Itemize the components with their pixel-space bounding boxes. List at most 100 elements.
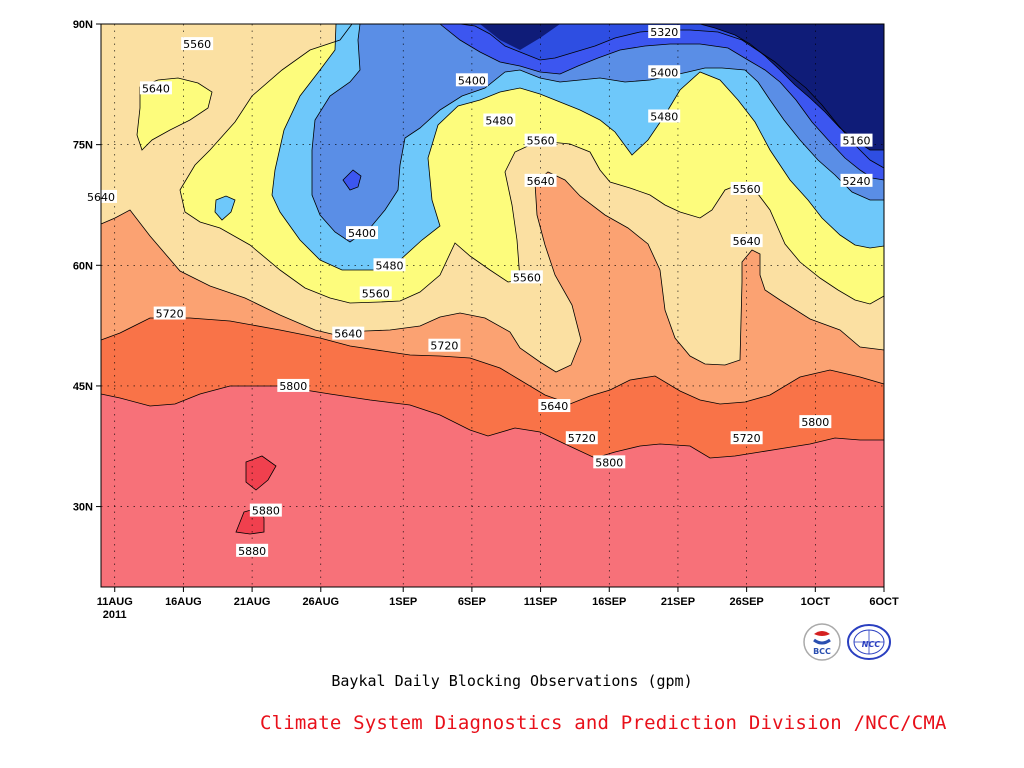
contour-label: 5400	[346, 226, 378, 240]
contour-label: 5640	[524, 173, 557, 188]
contour-label: 5160	[840, 133, 873, 148]
contour-label-box	[359, 286, 392, 300]
contour-label-box	[524, 133, 557, 147]
band-above-5880-upper	[246, 456, 276, 490]
contour-label: 5880	[249, 503, 282, 518]
contour-label-text: 5720	[156, 308, 184, 321]
contour-line-5720	[100, 317, 885, 405]
contour-label-text: 5320	[650, 26, 678, 39]
contour-label: 5800	[277, 378, 310, 393]
contour-line-5480	[271, 23, 885, 271]
contour-label-text: 5800	[801, 416, 829, 429]
contour-label-text: 5720	[430, 340, 458, 353]
x-tick-label: 1OCT	[801, 596, 831, 608]
contour-label-text: 5560	[513, 271, 541, 284]
contour-line-5400	[311, 23, 884, 243]
contour-label-box	[455, 73, 488, 87]
contour-label: 5640	[730, 234, 763, 248]
contour-label-box	[524, 173, 557, 187]
contour-label-box	[483, 113, 516, 127]
x-tick-label: 26SEP	[730, 596, 764, 608]
contour-label-text: 5560	[183, 38, 211, 51]
contour-label-box	[139, 81, 172, 95]
bcc-logo-icon: BCC	[803, 623, 841, 661]
contour-label-text: 5880	[252, 505, 280, 518]
y-tick-label: 90N	[73, 19, 93, 31]
contour-label-text: 5560	[733, 183, 761, 196]
contour-line-5800	[100, 385, 884, 459]
contour-label-text: 5640	[334, 328, 362, 341]
x-year-label: 2011	[103, 609, 127, 621]
contour-label-box	[153, 306, 186, 320]
contour-label: 5640	[538, 399, 571, 413]
contour-label-box	[648, 109, 681, 123]
contour-label-box	[346, 226, 378, 240]
contour-label-box	[277, 378, 310, 392]
contour-line-5640	[100, 171, 885, 373]
band-5320-5400	[312, 24, 884, 242]
contour-label: 5480	[648, 109, 681, 123]
x-tick-label: 16AUG	[165, 596, 202, 608]
contour-label-text: 5480	[375, 259, 403, 272]
contour-label-box	[428, 338, 461, 352]
contour-label-box	[236, 543, 269, 557]
contour-line-5640-loop	[136, 77, 213, 151]
x-tick-label: 6SEP	[458, 596, 486, 608]
y-tick-label: 75N	[73, 140, 93, 152]
contour-label-box	[510, 270, 543, 284]
contour-label-box	[332, 326, 365, 340]
y-tick-label: 30N	[73, 502, 93, 514]
contour-label-box	[538, 399, 571, 413]
contour-label-box	[799, 415, 832, 429]
contour-label: 5480	[373, 258, 406, 272]
contour-label: 5720	[565, 431, 598, 445]
contour-label-text: 5560	[362, 287, 390, 300]
contour-label: 5240	[840, 173, 873, 188]
contour-line-5480-loop	[214, 195, 236, 221]
contour-label-box	[648, 25, 681, 39]
contour-label-box	[373, 258, 406, 272]
contour-label-text: 5400	[458, 74, 486, 87]
y-tick-label: 45N	[73, 381, 93, 393]
contour-label-text: 5640	[733, 235, 761, 248]
contour-label-text: 5560	[527, 135, 555, 148]
x-tick-label: 6OCT	[869, 596, 899, 608]
contour-label-box	[181, 37, 214, 51]
contour-label: 5560	[524, 133, 557, 148]
contour-label-text: 5640	[142, 82, 170, 95]
contour-label: 5560	[730, 181, 763, 196]
contour-label: 5800	[799, 415, 832, 429]
contour-label-text: 5640	[527, 175, 555, 188]
x-tick-label: 21SEP	[661, 596, 695, 608]
contour-label-text: 5880	[238, 545, 266, 558]
plot-frame	[100, 23, 885, 588]
contour-label: 5560	[359, 286, 392, 300]
chart-caption: Baykal Daily Blocking Observations (gpm)	[331, 672, 693, 690]
band-below-5160	[475, 24, 884, 150]
x-tick-label: 16SEP	[592, 596, 626, 608]
x-tick-label: 21AUG	[234, 596, 271, 608]
credit-line: Climate System Diagnostics and Predictio…	[260, 712, 947, 734]
contour-label-text: 5400	[348, 227, 376, 240]
contour-label-text: 5160	[843, 135, 871, 148]
contour-label: 5640	[332, 326, 365, 341]
contour-label: 5400	[455, 73, 488, 87]
x-tick-label: 11SEP	[524, 596, 558, 608]
contour-label-box	[730, 181, 763, 195]
contour-label: 5640	[139, 81, 172, 95]
contour-label-box	[730, 431, 763, 445]
contour-label-text: 5480	[650, 110, 678, 123]
contour-label: 5800	[593, 455, 626, 469]
contour-label-box	[593, 455, 626, 469]
plot-area: 5320 5400 5480 5560 5640 5400 5480 5560 5640 5160…	[85, 23, 885, 588]
contour-labels: 5320 5400 5480 5560 5640 5400 5480 5560 5640 5160…	[85, 25, 873, 558]
contour-label-box	[249, 503, 282, 517]
contour-label-text: 5400	[650, 66, 678, 79]
ncc-logo-icon: NCC	[847, 624, 891, 660]
contour-label-box	[565, 431, 598, 445]
contour-line-5320-loop	[342, 169, 362, 191]
contour-label-text: 5640	[540, 400, 568, 413]
contour-label: 5720	[428, 338, 461, 353]
